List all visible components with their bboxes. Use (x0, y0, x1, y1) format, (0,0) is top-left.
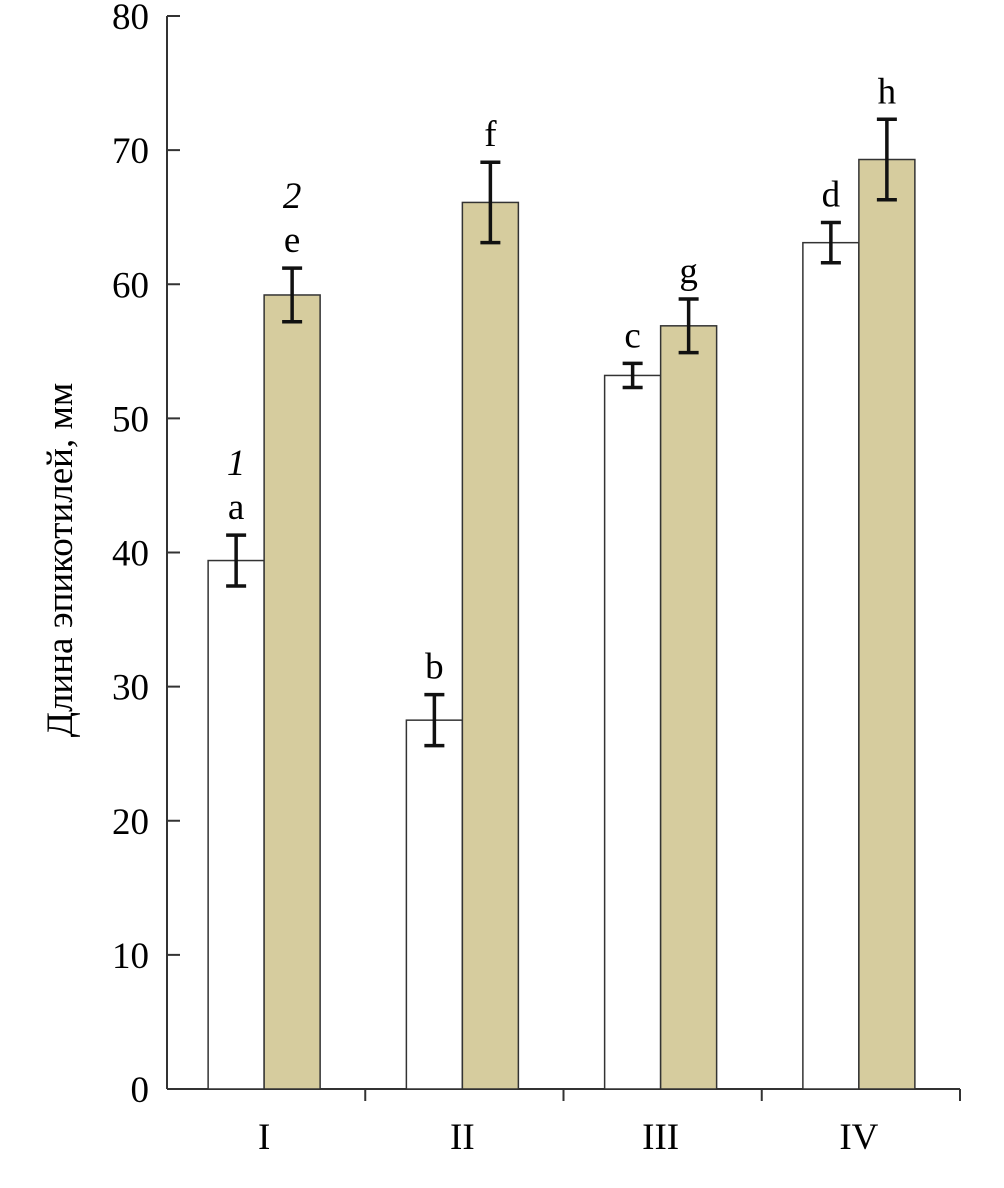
y-tick-label: 30 (112, 668, 149, 709)
significance-letter: f (484, 114, 497, 155)
y-tick-label: 70 (112, 131, 149, 172)
series-label: 1 (227, 443, 246, 484)
y-tick-label: 40 (112, 534, 149, 575)
significance-letter: b (425, 647, 444, 688)
x-tick-label: III (642, 1117, 679, 1158)
x-tick-label: II (450, 1117, 475, 1158)
significance-letter: a (228, 487, 244, 528)
significance-letter: g (679, 251, 698, 292)
bar (263, 294, 321, 1090)
y-tick-label: 80 (112, 0, 149, 38)
bars: a1 e2 b f cg d h (207, 71, 916, 1090)
y-tick-label: 20 (112, 802, 149, 843)
y-tick-label: 50 (112, 399, 149, 440)
significance-letter: e (284, 220, 300, 261)
bar (802, 241, 860, 1090)
bar (207, 559, 265, 1090)
significance-letter: d (822, 175, 841, 216)
series-label: 2 (283, 176, 302, 217)
y-axis-label: Длина эпикотилей, мм (40, 383, 81, 738)
x-tick-label: I (258, 1117, 270, 1158)
bar (603, 374, 662, 1090)
bar (858, 158, 916, 1090)
significance-letter: h (878, 71, 897, 112)
y-tick-label: 60 (112, 265, 149, 306)
bar (659, 325, 718, 1090)
y-tick-label: 10 (112, 936, 149, 977)
y-tick-label: 0 (131, 1070, 150, 1111)
significance-letter: c (624, 315, 640, 356)
bar (461, 201, 520, 1090)
bar (405, 719, 464, 1090)
x-tick-label: IV (839, 1117, 878, 1158)
